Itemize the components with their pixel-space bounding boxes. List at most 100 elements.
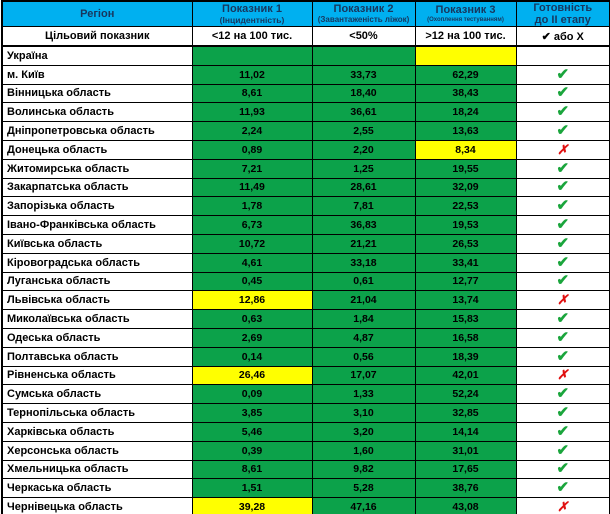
col-header-region-label: Регіон [80, 8, 115, 20]
readiness-cell: ✔ [515, 478, 610, 499]
indicator3-value-cell: 18,39 [414, 346, 517, 367]
readiness-cell: ✔ [515, 158, 610, 179]
readiness-cell: ✔ [515, 252, 610, 273]
check-icon: ✔ [556, 460, 570, 478]
col-header-indicator1: Показник 1 (Інцидентність) [191, 0, 313, 27]
readiness-cell: ✗ [515, 365, 610, 386]
table-row: Чернівецька область 39,28 47,16 43,08 ✗ [1, 497, 610, 514]
table-body: Україна м. Київ 11,02 33,73 62,29 ✔ Вінницька … [1, 45, 610, 514]
readiness-cell: ✔ [515, 233, 610, 254]
indicator2-value-cell: 2,55 [311, 121, 416, 141]
cross-icon: ✗ [557, 292, 569, 308]
check-icon: ✔ [556, 197, 570, 215]
indicator2-value-cell: 2,20 [311, 139, 416, 160]
table-row: Полтавська область 0,14 0,56 18,39 ✔ [1, 346, 610, 367]
target-indicator2-value: <50% [311, 26, 416, 47]
table-row: Хмельницька область 8,61 9,82 17,65 ✔ [1, 459, 610, 480]
indicator2-value-cell: 1,25 [311, 158, 416, 179]
region-name-cell: Черкаська область [1, 478, 193, 499]
check-icon: ✔ [556, 103, 570, 121]
indicator2-value-cell: 18,40 [311, 83, 416, 104]
table-row: Житомирська область 7,21 1,25 19,55 ✔ [1, 158, 610, 179]
check-icon: ✔ [556, 422, 570, 440]
check-icon: ✔ [556, 234, 570, 252]
readiness-cell: ✔ [515, 384, 610, 405]
indicator3-value-cell: 32,85 [414, 403, 517, 423]
region-name-cell: Тернопільська область [1, 403, 193, 423]
readiness-cell [515, 45, 610, 66]
check-icon: ✔ [556, 65, 570, 83]
readiness-title: Готовність [533, 2, 593, 14]
readiness-cell: ✔ [515, 421, 610, 442]
table-row: Сумська область 0,09 1,33 52,24 ✔ [1, 384, 610, 405]
indicator2-value-cell: 0,61 [311, 271, 416, 292]
indicator1-value-cell: 1,78 [191, 196, 313, 217]
indicator2-value-cell: 4,87 [311, 327, 416, 348]
indicator2-value-cell: 21,21 [311, 233, 416, 254]
indicator3-value-cell: 15,83 [414, 309, 517, 329]
indicator3-value-cell: 42,01 [414, 365, 517, 386]
indicator2-value-cell: 36,83 [311, 215, 416, 235]
region-name-cell: Полтавська область [1, 346, 193, 367]
indicator2-title: Показник 2 [333, 3, 394, 15]
table-row: Дніпропетровська область 2,24 2,55 13,63 ✔ [1, 121, 610, 141]
region-name-cell: Україна [1, 45, 193, 66]
indicator2-value-cell: 21,04 [311, 290, 416, 311]
readiness-cell: ✗ [515, 290, 610, 311]
indicator1-value-cell: 6,73 [191, 215, 313, 235]
indicator1-value-cell: 0,45 [191, 271, 313, 292]
table-row: Київська область 10,72 21,21 26,53 ✔ [1, 233, 610, 254]
region-name-cell: Одеська область [1, 327, 193, 348]
region-name-cell: Сумська область [1, 384, 193, 405]
table-row: Рівненська область 26,46 17,07 42,01 ✗ [1, 365, 610, 386]
indicator1-value-cell: 1,51 [191, 478, 313, 499]
region-name-cell: Вінницька область [1, 83, 193, 104]
indicator3-value-cell: 43,08 [414, 497, 517, 514]
check-icon: ✔ [556, 310, 570, 328]
region-name-cell: Рівненська область [1, 365, 193, 386]
table-row: Тернопільська область 3,85 3,10 32,85 ✔ [1, 403, 610, 423]
indicator3-subtitle: (Охоплення тестуванням) [427, 16, 504, 23]
readiness-cell: ✔ [515, 196, 610, 217]
table-row: Херсонська область 0,39 1,60 31,01 ✔ [1, 440, 610, 461]
check-icon: ✔ [556, 159, 570, 177]
readiness-cell: ✔ [515, 309, 610, 329]
target-indicator3-value: >12 на 100 тис. [414, 26, 517, 47]
readiness-cell: ✔ [515, 177, 610, 198]
indicator2-value-cell: 1,60 [311, 440, 416, 461]
readiness-cell: ✔ [515, 64, 610, 85]
readiness-cell: ✗ [515, 497, 610, 514]
readiness-cell: ✔ [515, 271, 610, 292]
readiness-cell: ✔ [515, 215, 610, 235]
readiness-cell: ✔ [515, 102, 610, 123]
indicator2-value-cell: 9,82 [311, 459, 416, 480]
indicator3-value-cell: 38,76 [414, 478, 517, 499]
check-icon: ✔ [556, 441, 570, 459]
region-name-cell: Івано-Франківська область [1, 215, 193, 235]
region-name-cell: Луганська область [1, 271, 193, 292]
readiness-cell: ✔ [515, 121, 610, 141]
table-row: Харківська область 5,46 3,20 14,14 ✔ [1, 421, 610, 442]
indicator3-title: Показник 3 [435, 3, 496, 16]
indicator3-value-cell: 26,53 [414, 233, 517, 254]
indicator3-value-cell: 22,53 [414, 196, 517, 217]
indicator3-value-cell: 8,34 [414, 139, 517, 160]
indicator1-value-cell: 0,89 [191, 139, 313, 160]
indicator1-value-cell: 26,46 [191, 365, 313, 386]
target-indicator1-value: <12 на 100 тис. [191, 26, 313, 47]
indicator1-value-cell: 0,39 [191, 440, 313, 461]
target-indicator-row: Цільовий показник <12 на 100 тис. <50% >… [1, 26, 610, 47]
col-header-readiness: Готовність до ІІ етапу [515, 0, 610, 27]
region-name-cell: Львівська область [1, 290, 193, 311]
indicator3-value-cell: 17,65 [414, 459, 517, 480]
region-name-cell: Кіровоградська область [1, 252, 193, 273]
indicator1-value-cell: 0,63 [191, 309, 313, 329]
indicator3-value-cell: 52,24 [414, 384, 517, 405]
indicator1-value-cell: 11,02 [191, 64, 313, 85]
table-row: Львівська область 12,86 21,04 13,74 ✗ [1, 290, 610, 311]
check-icon: ✔ [556, 216, 570, 234]
check-icon: ✔ [556, 479, 570, 497]
check-icon: ✔ [556, 253, 570, 271]
table-row: Одеська область 2,69 4,87 16,58 ✔ [1, 327, 610, 348]
